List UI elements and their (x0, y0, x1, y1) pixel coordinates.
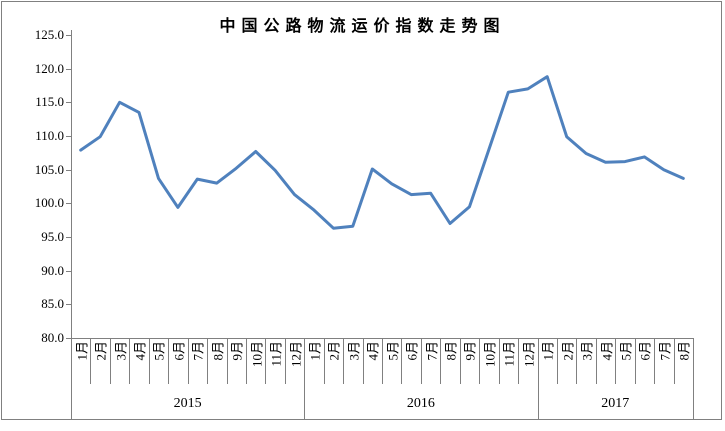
month-tick-label: 10月 (246, 338, 265, 384)
month-tick-text: 9月 (229, 341, 245, 361)
month-tick-label: 4月 (596, 338, 615, 384)
y-axis-tick-label: 80.0 (41, 330, 64, 345)
month-tick-text: 6月 (171, 341, 187, 361)
month-tick-label: 11月 (265, 338, 284, 384)
month-tick-text: 8月 (443, 341, 459, 361)
y-axis-tick-label: 110.0 (35, 128, 64, 143)
month-tick-text: 2月 (93, 341, 109, 361)
month-tick-text: 7月 (190, 341, 206, 361)
y-axis-tick-label: 85.0 (41, 296, 64, 312)
month-tick-text: 3月 (346, 341, 362, 361)
month-tick-label: 3月 (576, 338, 595, 384)
month-tick-text: 7月 (424, 341, 440, 361)
month-tick-text: 10月 (249, 341, 265, 368)
month-tick-text: 4月 (132, 341, 148, 361)
y-axis-tick-label: 120.0 (34, 60, 64, 76)
month-tick-text: 4月 (365, 341, 381, 361)
month-tick-text: 4月 (599, 341, 615, 361)
month-tick-text: 2月 (560, 341, 576, 361)
year-label: 2016 (406, 396, 435, 411)
y-axis-tick-label: 115.0 (35, 94, 64, 110)
month-tick-text: 6月 (404, 341, 420, 361)
y-axis-tick-label: 105.0 (34, 161, 64, 177)
month-tick-label: 6月 (401, 338, 420, 384)
month-tick-label: 4月 (129, 338, 148, 384)
month-tick-text: 3月 (579, 341, 595, 361)
month-tick-text: 9月 (462, 341, 478, 361)
month-tick-text: 10月 (482, 341, 498, 368)
month-tick-text: 5月 (385, 341, 401, 361)
month-tick-label: 5月 (149, 338, 168, 384)
month-tick-label: 5月 (615, 338, 634, 384)
trend-line (79, 75, 685, 230)
month-tick-text: 6月 (637, 341, 653, 361)
month-tick-label: 7月 (654, 338, 673, 384)
month-tick-text: 11月 (268, 341, 284, 367)
month-tick-label: 9月 (460, 338, 479, 384)
month-tick-text: 1月 (307, 341, 323, 361)
month-tick-text: 11月 (501, 341, 517, 367)
month-tick-text: 3月 (113, 341, 129, 361)
y-axis-tick-label: 95.0 (41, 229, 64, 244)
month-tick-text: 2月 (326, 341, 342, 361)
month-tick-label: 2月 (90, 338, 109, 384)
month-tick-text: 1月 (540, 341, 556, 361)
month-tick-label: 12月 (518, 338, 537, 384)
month-tick-label: 10月 (479, 338, 498, 384)
month-tick-label: 8月 (674, 338, 693, 384)
month-tick-label: 6月 (168, 338, 187, 384)
month-tick-text: 1月 (74, 341, 90, 361)
month-tick-label: 2月 (557, 338, 576, 384)
month-tick-text: 5月 (618, 341, 634, 361)
month-tick-label: 3月 (343, 338, 362, 384)
month-tick-label: 7月 (421, 338, 440, 384)
month-tick-text: 12月 (288, 341, 304, 368)
year-label: 2015 (173, 396, 202, 411)
month-tick-label: 5月 (382, 338, 401, 384)
month-tick-text: 8月 (676, 341, 692, 361)
month-tick-label: 7月 (188, 338, 207, 384)
month-tick-text: 7月 (657, 341, 673, 361)
month-tick-text: 5月 (151, 341, 167, 361)
month-tick-text: 8月 (210, 341, 226, 361)
month-tick-label: 1月 (304, 338, 323, 384)
month-tick-label: 11月 (499, 338, 518, 384)
month-tick-label: 1月 (71, 338, 90, 384)
year-label: 2017 (601, 396, 630, 411)
y-axis-tick-label: 90.0 (41, 262, 64, 278)
month-tick-label: 2月 (324, 338, 343, 384)
month-tick-label: 9月 (227, 338, 246, 384)
month-tick-label: 1月 (538, 338, 557, 384)
month-tick-label: 8月 (207, 338, 226, 384)
y-axis-tick-label: 125.0 (34, 27, 64, 42)
month-tick-label: 4月 (363, 338, 382, 384)
chart-title: 中国公路物流运价指数走势图 (219, 18, 506, 35)
month-tick-label: 3月 (110, 338, 129, 384)
y-axis-tick-label: 100.0 (34, 195, 64, 211)
month-tick-label: 8月 (440, 338, 459, 384)
month-tick-label: 12月 (285, 338, 304, 384)
month-tick-label: 6月 (635, 338, 654, 384)
month-tick-text: 12月 (521, 341, 537, 368)
